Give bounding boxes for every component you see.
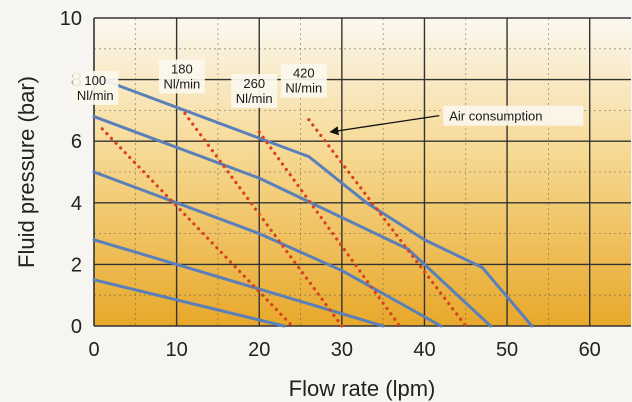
y-axis-title: Fluid pressure (bar) bbox=[14, 76, 39, 268]
pressure-curve bbox=[92, 238, 385, 328]
annotation-text: Air consumption bbox=[449, 109, 542, 124]
air-consumption-curve bbox=[183, 111, 344, 328]
curve-label: Nl/min bbox=[163, 76, 200, 91]
curve-label-box bbox=[280, 63, 327, 98]
curve-label: 260 bbox=[243, 76, 265, 91]
curve-label-box bbox=[231, 73, 278, 108]
x-tick-label: 50 bbox=[496, 339, 518, 361]
curve-label: 180 bbox=[171, 61, 193, 76]
x-axis-title: Flow rate (lpm) bbox=[289, 376, 436, 401]
pressure-curve bbox=[92, 278, 286, 328]
y-tick-label: 0 bbox=[71, 316, 82, 338]
x-tick-label: 60 bbox=[579, 339, 601, 361]
x-tick-label: 10 bbox=[165, 339, 187, 361]
air-consumption-curve bbox=[257, 130, 402, 328]
y-tick-label: 2 bbox=[71, 254, 82, 276]
pressure-curve bbox=[92, 115, 493, 328]
pressure-curve bbox=[92, 75, 534, 328]
curve-label: Nl/min bbox=[285, 81, 322, 96]
y-tick-label: 4 bbox=[71, 193, 82, 215]
annotation-arrow bbox=[329, 114, 440, 136]
air-consumption-curve bbox=[100, 127, 294, 328]
curve-label: 100 bbox=[84, 73, 106, 88]
curve-label: 420 bbox=[293, 66, 315, 81]
y-tick-label: 10 bbox=[60, 8, 82, 30]
pressure-curve bbox=[92, 170, 443, 328]
curve-label-box bbox=[72, 70, 119, 105]
curve-label-box bbox=[158, 59, 205, 94]
x-tick-label: 0 bbox=[88, 339, 99, 361]
y-tick-label: 6 bbox=[71, 131, 82, 153]
curve-label: Nl/min bbox=[77, 88, 114, 103]
x-tick-label: 40 bbox=[413, 339, 435, 361]
curve-label: Nl/min bbox=[236, 91, 273, 106]
x-tick-label: 30 bbox=[331, 339, 353, 361]
x-tick-label: 20 bbox=[248, 339, 270, 361]
annotation-box bbox=[443, 105, 584, 126]
